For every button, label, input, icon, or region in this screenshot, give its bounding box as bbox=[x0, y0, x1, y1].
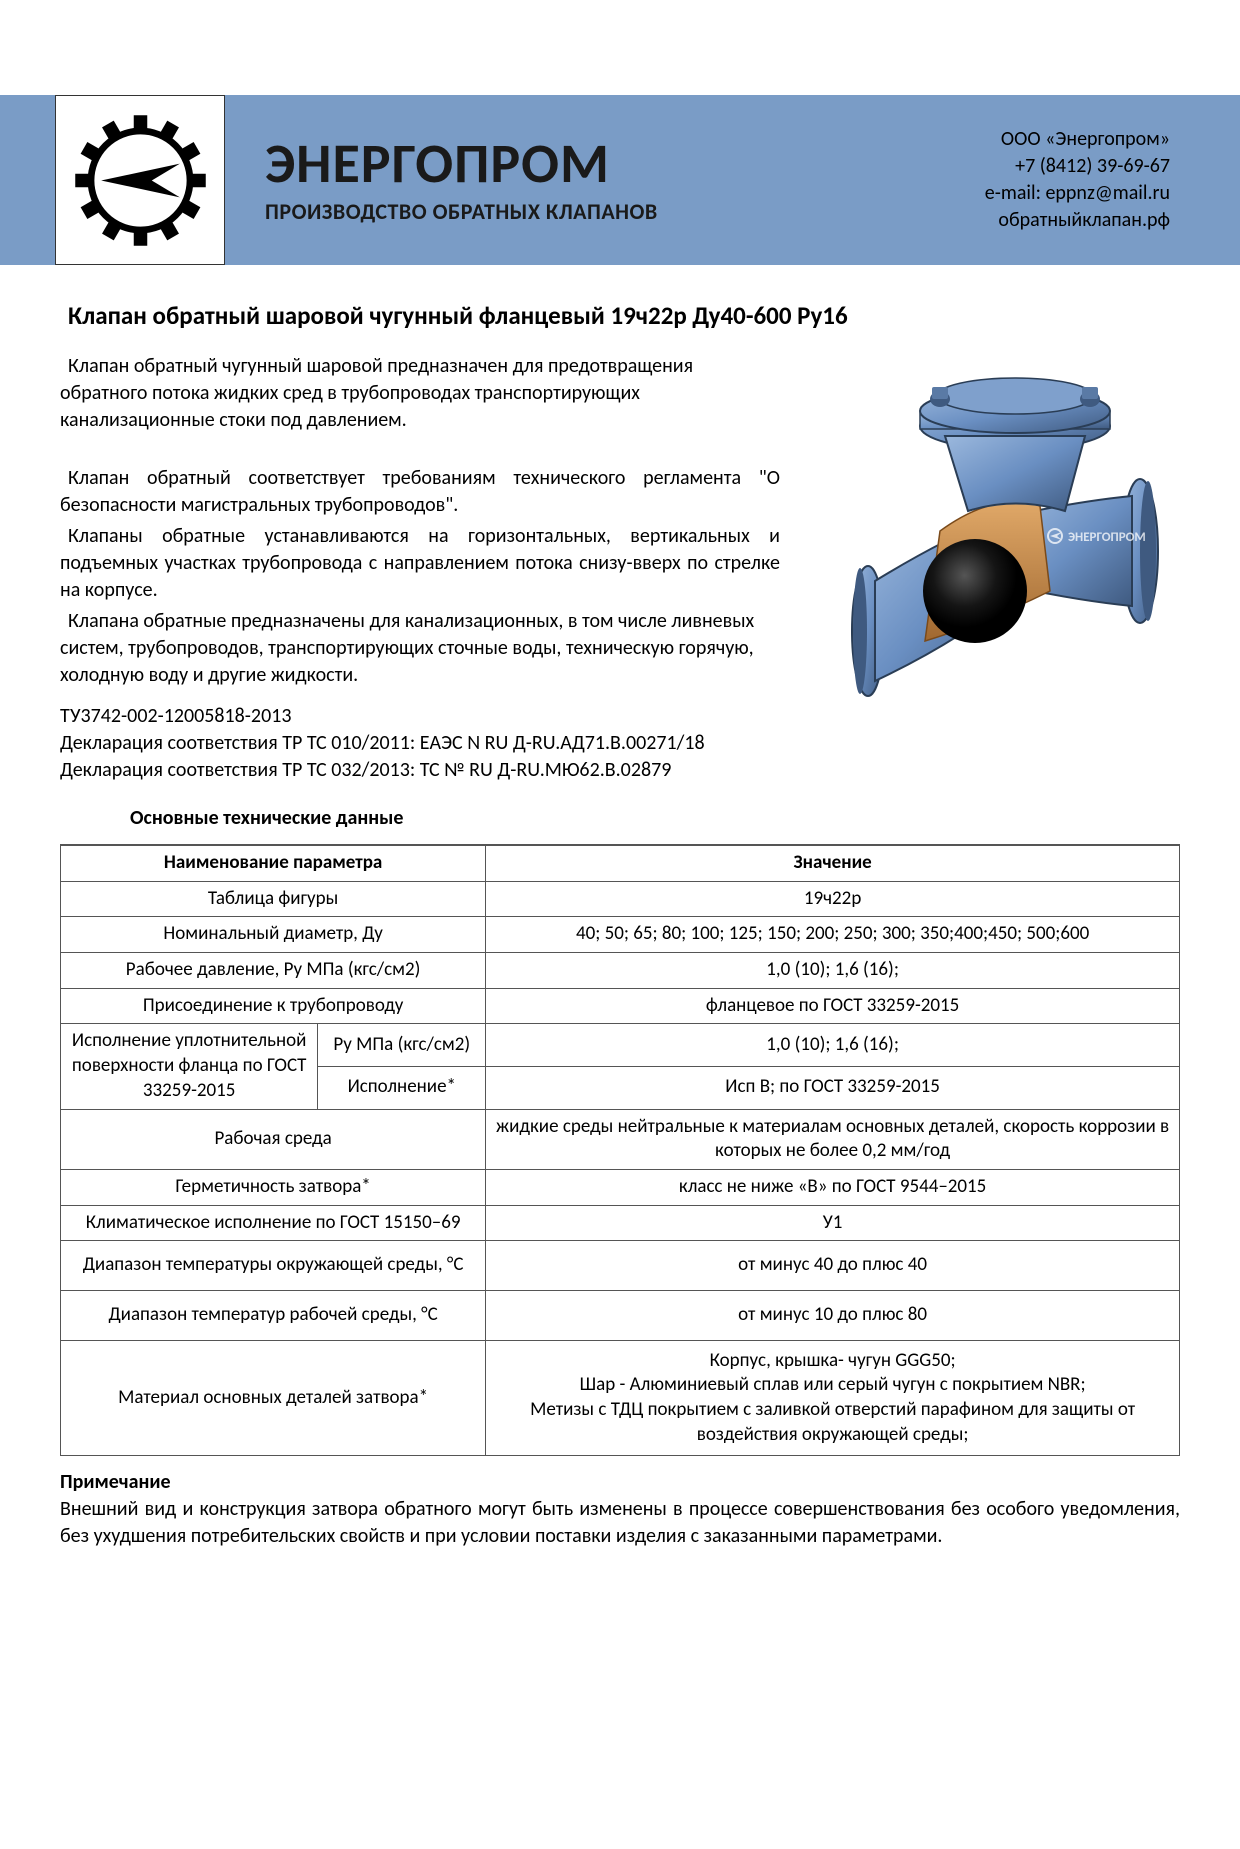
description-wrap: ЭНЕРГОПРОМ Клапан обратный чугунный шаро… bbox=[60, 353, 1180, 784]
seal-sub1-param: Ру МПа (кгс/см2) bbox=[318, 1024, 486, 1067]
references-block: ТУ3742-002-12005818-2013 Декларация соот… bbox=[60, 703, 1180, 784]
gear-logo-icon bbox=[73, 113, 208, 248]
contact-org: ООО «Энергопром» bbox=[985, 126, 1170, 153]
contact-email: e-mail: eppnz@mail.ru bbox=[985, 180, 1170, 207]
desc-p3: Клапаны обратные устанавливаются на гори… bbox=[60, 523, 780, 604]
desc-p4: Клапана обратные предназначены для канал… bbox=[60, 608, 780, 689]
param-cell: Таблица фигуры bbox=[61, 881, 486, 917]
table-row: Климатическое исполнение по ГОСТ 15150–6… bbox=[61, 1205, 1180, 1241]
param-cell: Материал основных деталей затвора* bbox=[61, 1340, 486, 1456]
header-param: Наименование параметра bbox=[61, 845, 486, 881]
ref-decl1: Декларация соответствия ТР ТС 010/2011: … bbox=[60, 730, 1180, 757]
table-row: Исполнение уплотнительной поверхности фл… bbox=[61, 1024, 1180, 1067]
param-cell: Рабочее давление, Ру МПа (кгс/см2) bbox=[61, 953, 486, 989]
table-row: Рабочая среда жидкие среды нейтральные к… bbox=[61, 1109, 1180, 1169]
seal-sub2-param: Исполнение* bbox=[318, 1066, 486, 1109]
note-title: Примечание bbox=[60, 1470, 1180, 1494]
note-text: Внешний вид и конструкция затвора обратн… bbox=[60, 1496, 1180, 1550]
table-row: Рабочее давление, Ру МПа (кгс/см2) 1,0 (… bbox=[61, 953, 1180, 989]
param-cell: Диапазон температур рабочей среды, °С bbox=[61, 1290, 486, 1340]
ref-decl2: Декларация соответствия ТР ТС 032/2013: … bbox=[60, 757, 1180, 784]
value-cell: 40; 50; 65; 80; 100; 125; 150; 200; 250;… bbox=[486, 917, 1180, 953]
company-block: ЭНЕРГОПРОМ ПРОИЗВОДСТВО ОБРАТНЫХ КЛАПАНО… bbox=[265, 136, 985, 225]
header-band: ЭНЕРГОПРОМ ПРОИЗВОДСТВО ОБРАТНЫХ КЛАПАНО… bbox=[0, 95, 1240, 265]
table-row: Присоединение к трубопроводу фланцевое п… bbox=[61, 988, 1180, 1024]
page-title: Клапан обратный шаровой чугунный фланцев… bbox=[68, 300, 1180, 331]
value-cell: 19ч22р bbox=[486, 881, 1180, 917]
table-title: Основные технические данные bbox=[130, 806, 1180, 830]
param-cell: Рабочая среда bbox=[61, 1109, 486, 1169]
value-cell: от минус 10 до плюс 80 bbox=[486, 1290, 1180, 1340]
value-cell: 1,0 (10); 1,6 (16); bbox=[486, 953, 1180, 989]
table-header-row: Наименование параметра Значение bbox=[61, 845, 1180, 881]
table-row: Номинальный диаметр, Ду 40; 50; 65; 80; … bbox=[61, 917, 1180, 953]
seal-sub2-value: Исп В; по ГОСТ 33259-2015 bbox=[486, 1066, 1180, 1109]
value-cell: Корпус, крышка- чугун GGG50; Шар - Алюми… bbox=[486, 1340, 1180, 1456]
desc-p1: Клапан обратный чугунный шаровой предназ… bbox=[60, 353, 780, 434]
value-cell: жидкие среды нейтральные к материалам ос… bbox=[486, 1109, 1180, 1169]
param-cell: Номинальный диаметр, Ду bbox=[61, 917, 486, 953]
contact-site: обратныйклапан.рф bbox=[985, 207, 1170, 234]
value-cell: У1 bbox=[486, 1205, 1180, 1241]
table-row: Диапазон температур рабочей среды, °С от… bbox=[61, 1290, 1180, 1340]
table-row: Диапазон температуры окружающей среды, °… bbox=[61, 1241, 1180, 1291]
specs-table: Наименование параметра Значение Таблица … bbox=[60, 844, 1180, 1456]
value-cell: фланцевое по ГОСТ 33259-2015 bbox=[486, 988, 1180, 1024]
header-value: Значение bbox=[486, 845, 1180, 881]
company-name: ЭНЕРГОПРОМ bbox=[265, 136, 985, 192]
contact-block: ООО «Энергопром» +7 (8412) 39-69-67 e-ma… bbox=[985, 126, 1170, 234]
product-image: ЭНЕРГОПРОМ bbox=[820, 341, 1190, 711]
seal-sub1-value: 1,0 (10); 1,6 (16); bbox=[486, 1024, 1180, 1067]
logo-box bbox=[55, 95, 225, 265]
desc-p2: Клапан обратный соответствует требования… bbox=[60, 465, 780, 519]
value-cell: класс не ниже «В» по ГОСТ 9544–2015 bbox=[486, 1169, 1180, 1205]
table-row: Герметичность затвора* класс не ниже «В»… bbox=[61, 1169, 1180, 1205]
table-row: Материал основных деталей затвора* Корпу… bbox=[61, 1340, 1180, 1456]
company-subtitle: ПРОИЗВОДСТВО ОБРАТНЫХ КЛАПАНОВ bbox=[265, 198, 985, 225]
svg-text:ЭНЕРГОПРОМ: ЭНЕРГОПРОМ bbox=[1068, 530, 1146, 545]
param-cell: Присоединение к трубопроводу bbox=[61, 988, 486, 1024]
table-row: Таблица фигуры 19ч22р bbox=[61, 881, 1180, 917]
description-block: Клапан обратный чугунный шаровой предназ… bbox=[60, 353, 780, 689]
contact-phone: +7 (8412) 39-69-67 bbox=[985, 153, 1170, 180]
main-content: Клапан обратный шаровой чугунный фланцев… bbox=[0, 265, 1240, 1550]
param-cell: Климатическое исполнение по ГОСТ 15150–6… bbox=[61, 1205, 486, 1241]
param-cell: Диапазон температуры окружающей среды, °… bbox=[61, 1241, 486, 1291]
seal-group-label: Исполнение уплотнительной поверхности фл… bbox=[61, 1024, 318, 1109]
param-cell: Герметичность затвора* bbox=[61, 1169, 486, 1205]
value-cell: от минус 40 до плюс 40 bbox=[486, 1241, 1180, 1291]
